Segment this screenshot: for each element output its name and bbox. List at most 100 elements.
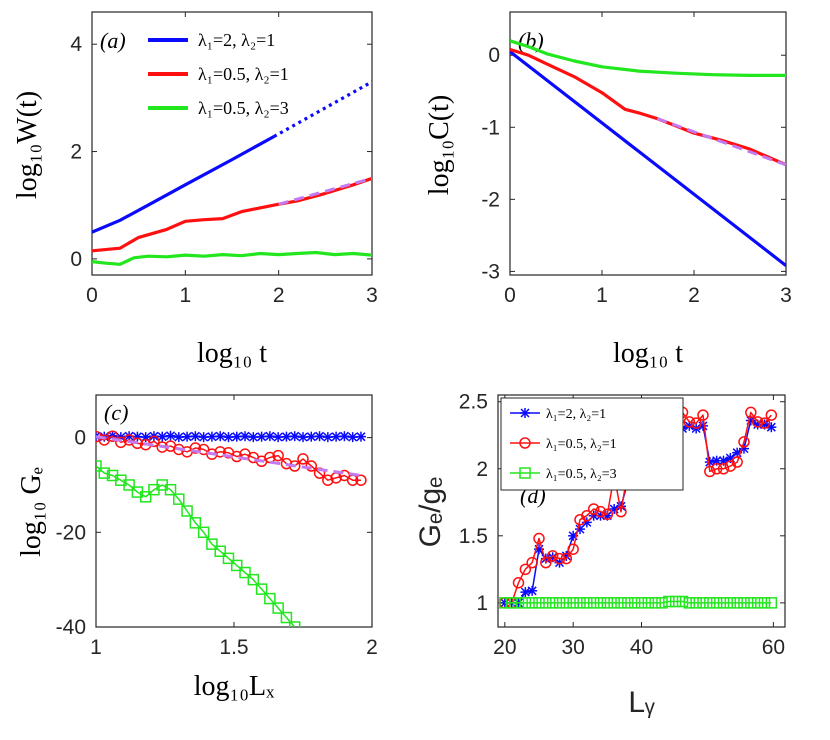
data-point: [173, 493, 185, 505]
data-point: [512, 576, 525, 589]
x-tick-label: 20: [493, 636, 516, 659]
series-line: [504, 600, 772, 604]
x-tick-label: 3: [366, 284, 378, 307]
data-point: [519, 597, 532, 609]
data-point: [164, 483, 177, 496]
data-point: [533, 532, 545, 545]
x-tick-label: 2: [688, 284, 700, 307]
data-point: [181, 505, 193, 517]
x-axis-label: log₁₀ t: [197, 338, 267, 369]
panel-label: (c): [104, 400, 128, 425]
y-tick-label: 1: [476, 592, 488, 615]
x-tick-label: 30: [561, 636, 584, 659]
legend-entry: λ₁=0.5, λ₂=1: [198, 64, 289, 84]
data-point: [499, 597, 511, 609]
data-point: [314, 431, 325, 442]
series-line: [92, 135, 275, 234]
y-axis-label: log₁₀W(t): [12, 91, 43, 199]
legend-marker: [520, 408, 530, 418]
data-point: [615, 597, 627, 609]
x-tick-label: 40: [630, 636, 653, 659]
series-line: [510, 50, 786, 267]
data-point: [519, 563, 532, 576]
data-point: [264, 592, 276, 605]
data-point: [520, 587, 531, 598]
data-point: [322, 474, 334, 486]
data-point: [745, 406, 757, 419]
data-point: [98, 467, 111, 479]
data-point: [663, 595, 675, 608]
x-tick-label: 2: [273, 284, 285, 307]
data-point: [724, 597, 737, 609]
legend-entry: λ₁=0.5, λ₂=1: [546, 437, 617, 452]
y-tick-label: 4: [70, 33, 82, 56]
data-point: [642, 597, 655, 609]
data-point: [338, 469, 351, 482]
y-tick-label: 0: [70, 248, 82, 271]
data-point: [717, 463, 730, 475]
x-axis-label: log₁₀ t: [613, 338, 683, 369]
data-point: [115, 436, 127, 449]
data-point: [704, 597, 716, 609]
y-tick-label: 0: [488, 44, 500, 67]
data-point: [567, 543, 579, 555]
data-point: [635, 597, 648, 609]
data-point: [189, 442, 202, 454]
data-point: [622, 597, 634, 609]
legend-entry: λ₁=2, λ₂=1: [546, 407, 606, 422]
series-line: [278, 176, 372, 206]
y-axis-label: log₁₀C(t): [424, 95, 455, 195]
data-point: [280, 611, 293, 624]
data-point: [206, 538, 218, 550]
y-tick-label: 2: [476, 458, 488, 481]
data-point: [355, 474, 367, 486]
data-point: [533, 597, 545, 609]
data-point: [575, 524, 585, 535]
data-point: [560, 597, 573, 609]
series-line: [273, 80, 372, 138]
data-point: [512, 597, 525, 609]
data-point: [546, 550, 559, 562]
data-point: [587, 597, 600, 609]
data-point: [306, 431, 317, 442]
data-point: [690, 597, 702, 609]
x-axis-label: Lᵧ: [628, 686, 655, 719]
data-point: [139, 491, 152, 503]
x-tick-label: 0: [504, 284, 516, 307]
data-point: [738, 436, 750, 448]
data-point: [527, 585, 538, 596]
data-point: [710, 597, 723, 609]
legend-a: λ₁=2, λ₂=1 λ₁=0.5, λ₂=1 λ₁=0.5, λ₂=3: [148, 30, 289, 118]
legend-entry: λ₁=2, λ₂=1: [198, 30, 275, 50]
x-axis-label: log₁₀Lₓ: [194, 671, 275, 702]
data-point: [214, 545, 226, 557]
data-point: [615, 505, 627, 518]
y-tick-label: -1: [481, 116, 500, 139]
data-point: [697, 597, 709, 609]
data-point: [594, 505, 607, 518]
data-point: [676, 595, 689, 608]
data-point: [339, 431, 350, 442]
series-line: [510, 39, 786, 78]
data-point: [526, 556, 538, 569]
data-point: [581, 597, 593, 609]
axes-box-a: [91, 11, 373, 276]
data-point: [738, 597, 750, 609]
data-point: [289, 431, 300, 442]
data-point: [574, 597, 586, 609]
data-point: [704, 465, 716, 478]
data-point: [690, 417, 702, 429]
data-point: [190, 431, 201, 442]
legend-marker: [519, 437, 531, 449]
x-tick-label: 0: [86, 284, 98, 307]
data-point: [601, 597, 614, 609]
data-point: [231, 559, 243, 572]
data-point: [717, 597, 730, 609]
data-point: [123, 479, 135, 491]
data-point: [765, 597, 778, 609]
data-point: [197, 443, 210, 456]
x-tick-label: 1: [179, 284, 191, 307]
data-point: [223, 432, 234, 443]
